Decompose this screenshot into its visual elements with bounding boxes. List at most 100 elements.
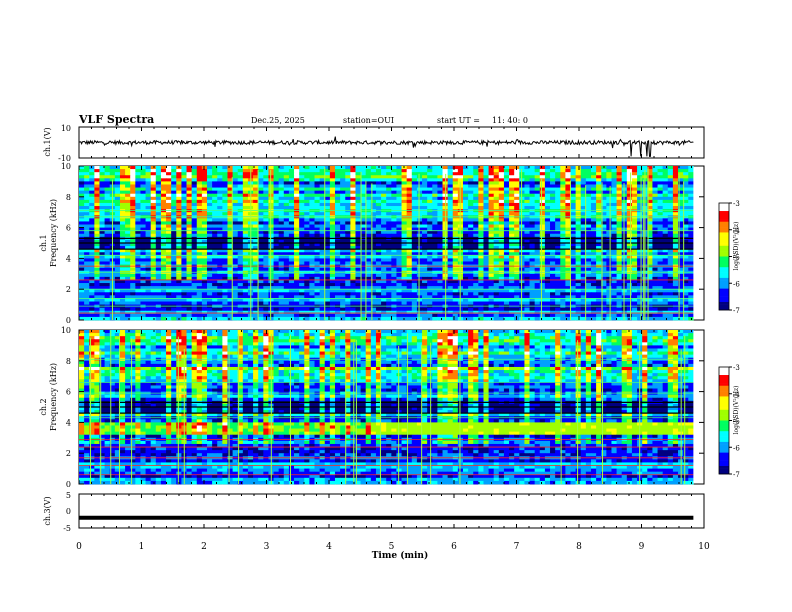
spectrogram-cell bbox=[406, 196, 413, 201]
spectrogram-cell bbox=[657, 181, 664, 185]
spectrogram-cell bbox=[294, 190, 300, 195]
spectrogram-cell bbox=[406, 252, 413, 256]
spectrogram-cell bbox=[253, 283, 259, 287]
spectrogram-cell bbox=[278, 249, 285, 253]
spectrogram-cell bbox=[672, 190, 679, 195]
spectrogram-cell bbox=[565, 239, 571, 244]
spectrogram-cell bbox=[304, 221, 310, 225]
spectrogram-cell bbox=[334, 178, 341, 182]
spectrogram-cell bbox=[437, 276, 443, 281]
spectrogram-cell bbox=[560, 283, 566, 287]
spectrogram-cell bbox=[166, 249, 172, 253]
spectrogram-cell bbox=[201, 212, 208, 216]
spectrogram-cell bbox=[329, 243, 336, 247]
spectrogram-cell bbox=[181, 221, 187, 225]
spectrogram-cell bbox=[370, 283, 377, 287]
spectrogram-cell bbox=[227, 175, 233, 179]
spectrogram-cell bbox=[406, 199, 413, 204]
spectrogram-cell bbox=[155, 249, 162, 253]
spectrogram-cell bbox=[340, 178, 346, 182]
spectrogram-cell bbox=[411, 193, 418, 198]
spectrogram-cell bbox=[340, 273, 346, 278]
spectrogram-cell bbox=[478, 169, 484, 173]
spectrogram-cell bbox=[570, 289, 577, 293]
spectrogram-cell bbox=[575, 276, 582, 281]
spectrogram-cell bbox=[329, 184, 336, 188]
spectrogram-cell bbox=[232, 233, 239, 238]
spectrogram-cell bbox=[678, 283, 684, 287]
spectrogram-cell bbox=[534, 212, 541, 216]
spectrogram-cell bbox=[585, 261, 592, 265]
spectrogram-cell bbox=[667, 181, 674, 185]
spectrogram-cell bbox=[350, 233, 356, 238]
spectrogram-cell bbox=[232, 249, 239, 253]
spectrogram-cell bbox=[473, 218, 479, 222]
spectrogram-cell bbox=[657, 224, 664, 228]
spectrogram-cell bbox=[345, 218, 351, 222]
spectrogram-cell bbox=[678, 258, 684, 262]
spectrogram-cell bbox=[544, 224, 551, 228]
spectrogram-cell bbox=[171, 258, 177, 262]
spectrogram-cell bbox=[478, 243, 484, 247]
spectrogram-cell bbox=[181, 190, 187, 195]
spectrogram-cell bbox=[422, 258, 428, 262]
spectrogram-cell bbox=[381, 276, 387, 281]
spectrogram-cell bbox=[462, 181, 469, 185]
spectrogram-cell bbox=[334, 190, 341, 195]
spectrogram-cell bbox=[104, 230, 111, 235]
spectrogram-cell bbox=[468, 258, 474, 262]
spectrogram-cell bbox=[329, 196, 336, 201]
spectrogram-cell bbox=[273, 187, 280, 192]
spectrogram-cell bbox=[606, 255, 612, 259]
spectrogram-cell bbox=[125, 233, 131, 238]
spectrogram-cell bbox=[570, 283, 577, 287]
spectrogram-cell bbox=[299, 202, 305, 207]
spectrogram-cell bbox=[268, 178, 274, 182]
spectrogram-cell bbox=[468, 289, 474, 293]
spectrogram-cell bbox=[99, 255, 105, 259]
spectrogram-cell bbox=[135, 230, 141, 235]
spectrogram-cell bbox=[89, 233, 95, 238]
spectrogram-cell bbox=[601, 273, 607, 278]
spectrogram-cell bbox=[544, 246, 551, 250]
spectrogram-cell bbox=[104, 190, 111, 195]
spectrogram-cell bbox=[283, 273, 290, 278]
spectrogram-cell bbox=[662, 279, 669, 284]
spectrogram-cell bbox=[294, 227, 300, 232]
spectrogram-cell bbox=[503, 230, 510, 235]
spectrogram-cell bbox=[657, 252, 664, 256]
spectrogram-cell bbox=[452, 279, 459, 284]
spectrogram-cell bbox=[416, 187, 423, 192]
spectrogram-cell bbox=[119, 233, 126, 238]
spectrogram-cell bbox=[212, 243, 218, 247]
spectrogram-cell bbox=[462, 286, 469, 290]
spectrogram-cell bbox=[345, 190, 351, 195]
spectrogram-cell bbox=[94, 267, 100, 272]
spectrogram-cell bbox=[299, 230, 305, 235]
spectrogram-cell bbox=[253, 202, 259, 207]
spectrogram-cell bbox=[99, 181, 105, 185]
spectrogram-cell bbox=[432, 283, 438, 287]
spectrogram-cell bbox=[140, 172, 146, 176]
spectrogram-cell bbox=[324, 187, 331, 192]
spectrogram-cell bbox=[503, 249, 510, 253]
spectrogram-cell bbox=[585, 279, 592, 284]
spectrogram-cell bbox=[114, 218, 121, 222]
spectrogram-cell bbox=[488, 273, 495, 278]
spectrogram-cell bbox=[329, 289, 336, 293]
spectrogram-cell bbox=[406, 283, 413, 287]
spectrogram-cell bbox=[631, 218, 638, 222]
spectrogram-cell bbox=[196, 190, 203, 195]
spectrogram-cell bbox=[212, 289, 218, 293]
spectrogram-cell bbox=[432, 184, 438, 188]
spectrogram-cell bbox=[278, 233, 285, 238]
spectrogram-cell bbox=[237, 169, 244, 173]
spectrogram-cell bbox=[360, 292, 367, 296]
spectrogram-cell bbox=[125, 187, 131, 192]
spectrogram-cell bbox=[652, 273, 658, 278]
spectrogram-cell bbox=[447, 283, 454, 287]
spectrogram-cell bbox=[657, 233, 664, 238]
spectrogram-cell bbox=[575, 233, 582, 238]
spectrogram-cell bbox=[534, 202, 541, 207]
spectrogram-cell bbox=[201, 252, 208, 256]
